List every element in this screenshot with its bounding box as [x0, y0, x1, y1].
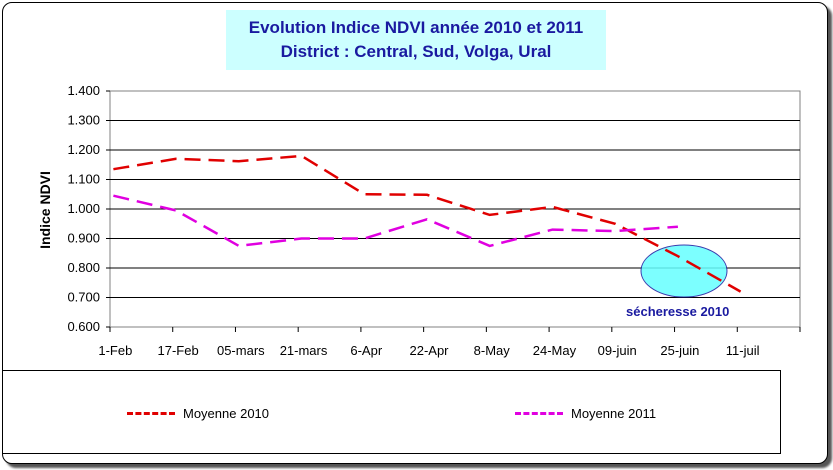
legend-label-2010: Moyenne 2010 [183, 405, 270, 421]
series-line-1 [113, 194, 678, 248]
chart-title-box: Evolution Indice NDVI année 2010 et 2011… [226, 10, 606, 70]
x-tick-label: 22-Apr [409, 343, 449, 358]
y-tick-label: 0.700 [67, 290, 100, 305]
x-tick-label: 09-juin [598, 343, 637, 358]
legend: Moyenne 2010 Moyenne 2011 [2, 370, 781, 454]
chart-subtitle: District : Central, Sud, Volga, Ural [280, 42, 552, 61]
x-tick-label: 05-mars [217, 343, 265, 358]
x-tick-label: 8-May [474, 343, 511, 358]
legend-item-2010: Moyenne 2010 [127, 403, 269, 423]
x-tick-label: 11-juil [726, 343, 760, 358]
y-tick-label: 1.200 [67, 142, 100, 157]
x-tick-label: 17-Feb [157, 343, 198, 358]
drought-annotation: sécheresse 2010 [626, 304, 730, 319]
x-tick-labels: 1-Feb 17-Feb 05-mars 21-mars 6-Apr 22-Apr 8-Ma… [98, 343, 759, 358]
x-tick-label: 1-Feb [98, 343, 132, 358]
series-lines [113, 154, 742, 293]
y-tick-label: 0.800 [67, 260, 100, 275]
x-tick-label: 25-juin [660, 343, 699, 358]
legend-item-2011: Moyenne 2011 [515, 403, 656, 423]
legend-swatch-2010 [127, 411, 175, 415]
x-tick-label: 6-Apr [350, 343, 382, 358]
x-tick-label: 24-May [533, 343, 577, 358]
y-tick-label: 1.300 [67, 113, 100, 128]
drought-highlight-ellipse [640, 244, 728, 298]
y-tick-labels: 1.400 1.300 1.200 1.100 1.000 0.900 0.800 0.700… [67, 83, 100, 334]
y-axis-label: Indice NDVI [37, 171, 53, 249]
y-tick-label: 1.100 [67, 172, 100, 187]
chart-title: Evolution Indice NDVI année 2010 et 2011 [248, 18, 584, 37]
legend-swatch-2011 [515, 411, 563, 415]
legend-label-2011: Moyenne 2011 [571, 405, 657, 421]
y-tick-label: 0.900 [67, 231, 100, 246]
y-tick-label: 1.400 [67, 83, 100, 98]
y-tick-label: 0.600 [67, 319, 100, 334]
x-tick-label: 21-mars [280, 343, 328, 358]
y-tick-label: 1.000 [67, 201, 100, 216]
